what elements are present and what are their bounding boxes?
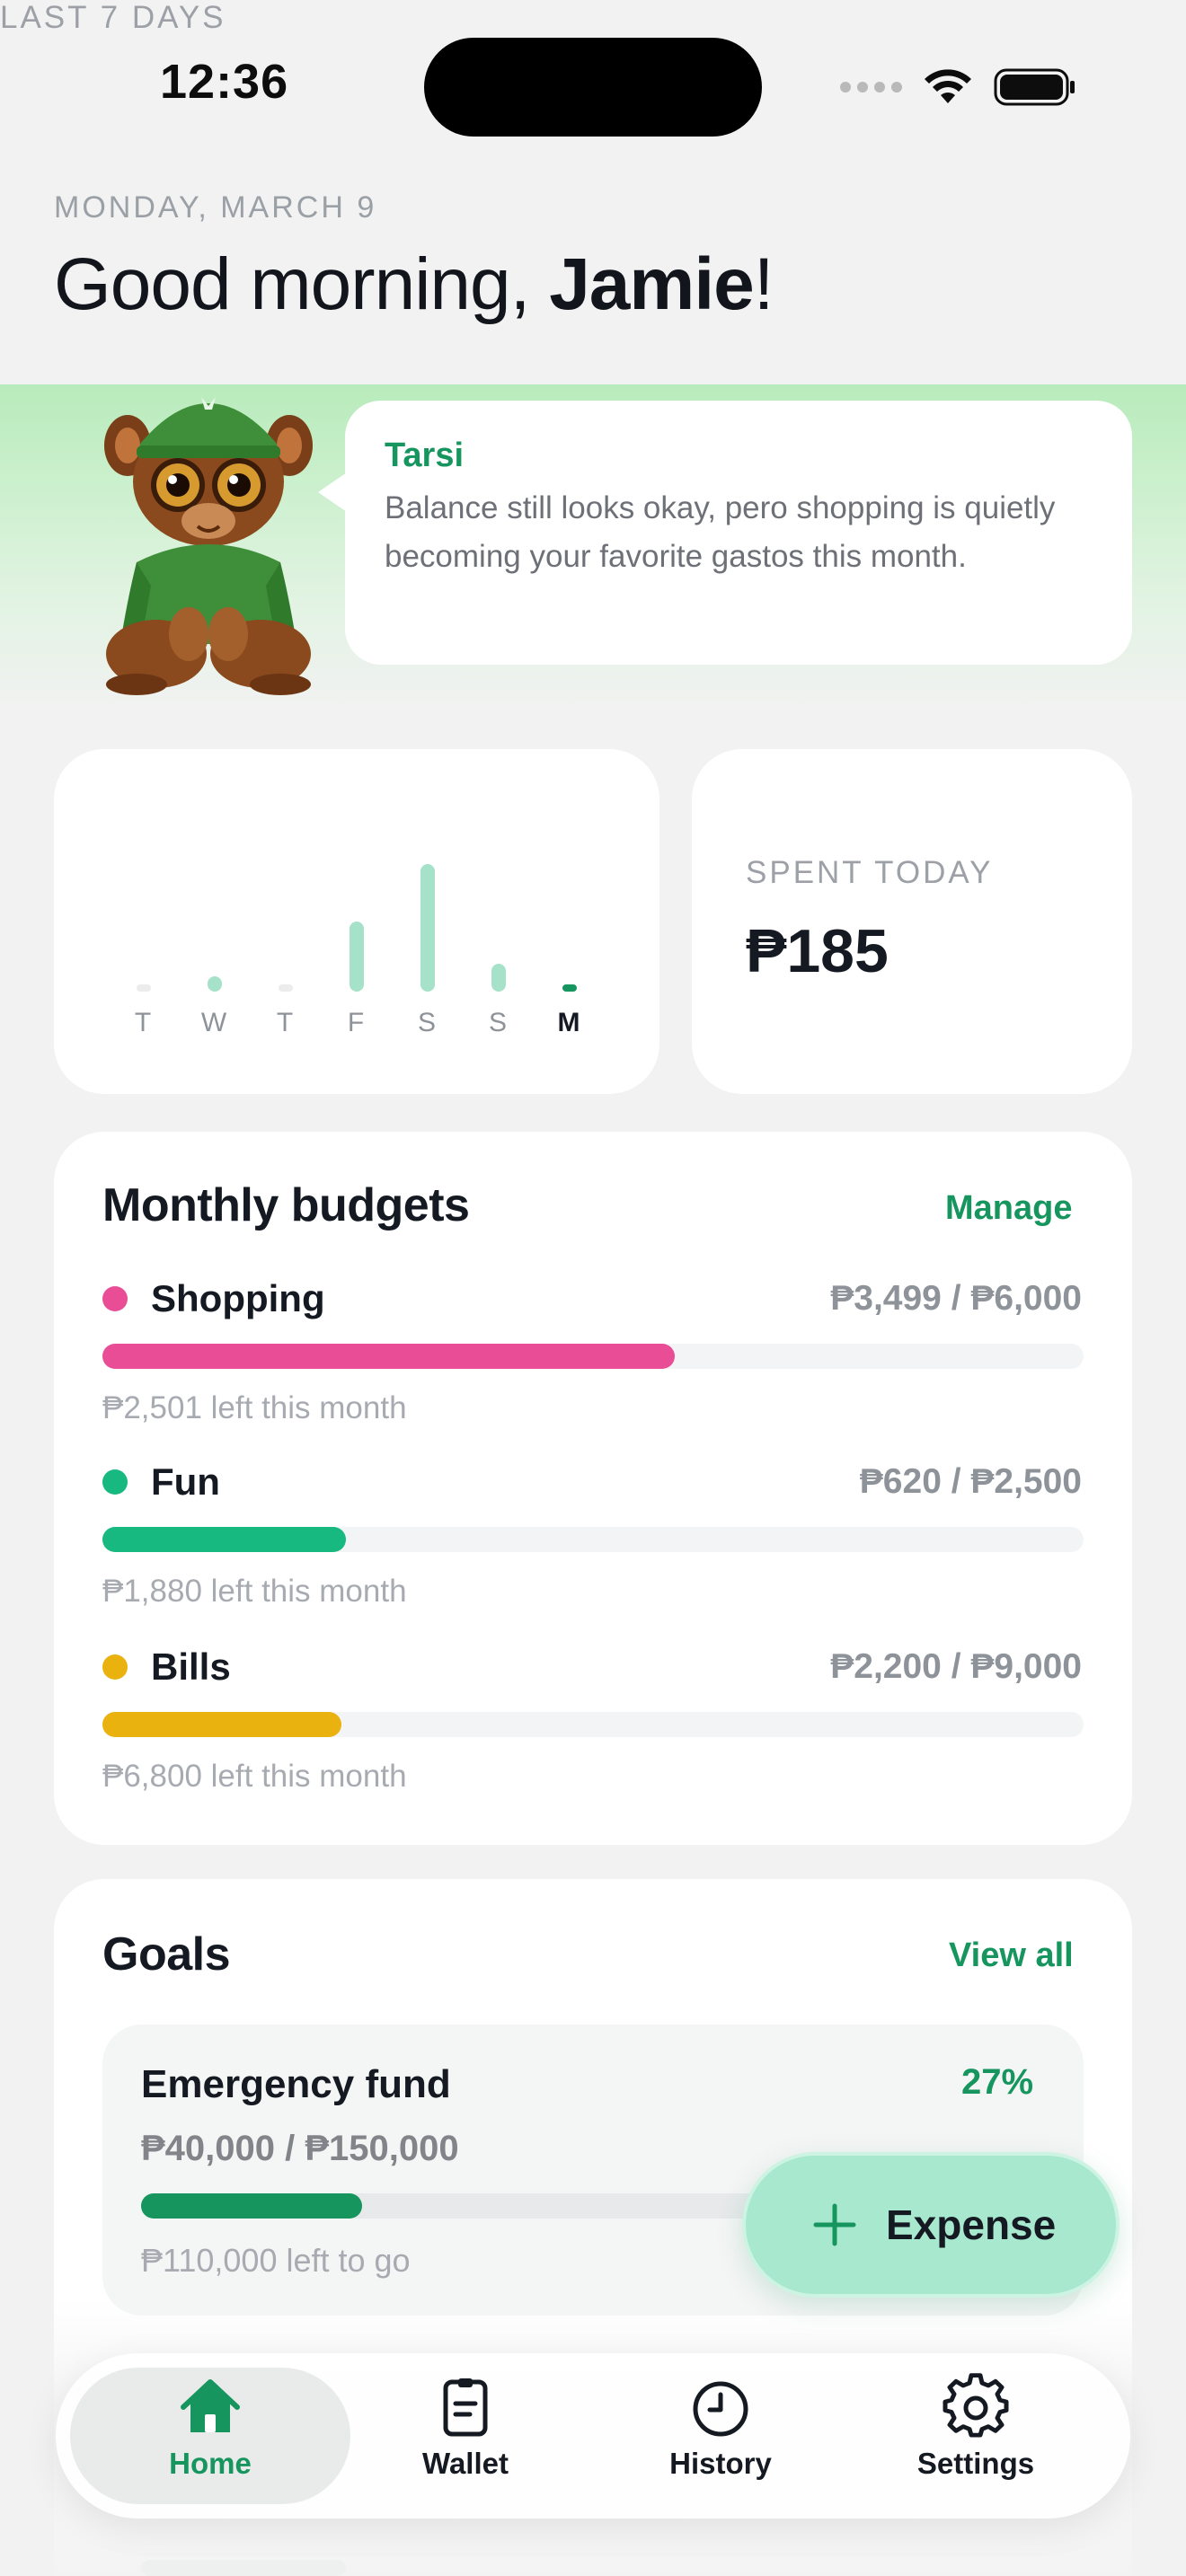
weekly-day-label: T (276, 1008, 296, 1037)
clock-icon (693, 2381, 748, 2437)
weekly-bar (137, 984, 151, 992)
dynamic-island (424, 38, 762, 137)
goal-name: Emergency fund (141, 2062, 451, 2106)
weekly-day-label: S (417, 1008, 438, 1037)
budget-color-dot (102, 1654, 128, 1680)
weekly-bar (350, 922, 364, 992)
add-expense-button[interactable]: Expense (742, 2152, 1120, 2298)
mascot-name: Tarsi (385, 437, 465, 474)
weekly-day-label: F (347, 1008, 367, 1037)
tab-label: Home (169, 2447, 252, 2480)
spent-today-value: ₱185 (746, 917, 889, 985)
budget-color-dot (102, 1286, 128, 1311)
spent-today-label: SPENT TODAY (746, 855, 994, 890)
tab-label: Settings (916, 2447, 1035, 2480)
budget-name: Bills (151, 1645, 231, 1688)
budget-remaining: ₱6,800 left this month (102, 1759, 407, 1794)
budget-color-dot (102, 1469, 128, 1495)
mascot-speech-bubble: Tarsi Balance still looks okay, pero sho… (318, 401, 1132, 665)
budget-remaining: ₱1,880 left this month (102, 1574, 407, 1609)
mascot-message: Balance still looks okay, pero shopping … (385, 490, 1056, 574)
tab-label: History (669, 2447, 772, 2480)
budget-amount: ₱3,499 / ₱6,000 (830, 1279, 1082, 1318)
tab-wallet[interactable]: Wallet (367, 2373, 564, 2499)
goal-progress-fill (141, 2193, 362, 2219)
status-bar: 12:36 (0, 0, 1186, 171)
budget-name: Shopping (151, 1277, 325, 1319)
budget-progress-track (102, 1527, 1084, 1552)
spent-today-card[interactable]: SPENT TODAY ₱185 (692, 749, 1132, 1094)
tab-label: Wallet (422, 2447, 509, 2480)
budget-progress-fill (102, 1712, 342, 1737)
budget-progress-fill (102, 1527, 346, 1552)
tab-history[interactable]: History (622, 2373, 819, 2499)
wallet-icon (443, 2378, 488, 2437)
plus-icon (813, 2203, 856, 2246)
goal-percent: 27% (961, 2062, 1034, 2102)
tab-home[interactable]: Home (111, 2373, 309, 2499)
weekly-bar (208, 976, 222, 992)
home-icon (181, 2379, 240, 2432)
goal-amount: ₱40,000 / ₱150,000 (141, 2129, 459, 2168)
signal-icon (840, 82, 902, 93)
battery-icon (994, 68, 1075, 106)
greeting-prefix: Good morning, (54, 243, 550, 325)
tarsier-mascot-icon (104, 397, 313, 695)
weekly-day-label: W (200, 1008, 229, 1037)
manage-budgets-link[interactable]: Manage (945, 1189, 1073, 1227)
weekly-bar (562, 984, 577, 992)
weekly-bar (279, 984, 293, 992)
weekly-bar (420, 864, 435, 992)
status-indicators (840, 63, 1076, 111)
goal-remaining: ₱110,000 left to go (141, 2242, 411, 2279)
add-expense-label: Expense (886, 2201, 1057, 2248)
date-label: MONDAY, MARCH 9 (54, 190, 377, 225)
tab-bar: Home Wallet History Settings (56, 2353, 1130, 2519)
user-name: Jamie (549, 243, 755, 325)
weekly-bar (491, 964, 506, 992)
budget-progress-track (102, 1344, 1084, 1369)
weekly-day-label: T (134, 1008, 154, 1037)
budget-name: Fun (151, 1460, 220, 1503)
wifi-icon (925, 69, 971, 103)
weekly-day-label: S (488, 1008, 509, 1037)
tab-settings[interactable]: Settings (877, 2373, 1075, 2499)
budgets-title: Monthly budgets (102, 1179, 470, 1231)
budget-amount: ₱620 / ₱2,500 (859, 1462, 1082, 1501)
goals-title: Goals (102, 1928, 231, 1981)
view-all-goals-link[interactable]: View all (949, 1936, 1074, 1974)
weekly-title: LAST 7 DAYS (0, 0, 226, 35)
status-time: 12:36 (160, 55, 289, 109)
budget-amount: ₱2,200 / ₱9,000 (830, 1647, 1082, 1686)
budget-progress-track (102, 1712, 1084, 1737)
budget-progress-fill (102, 1344, 675, 1369)
budget-remaining: ₱2,501 left this month (102, 1390, 407, 1425)
gear-icon (943, 2373, 1009, 2438)
greeting-title: Good morning, Jamie! (54, 243, 774, 327)
weekly-day-label: M (557, 1008, 582, 1037)
greeting-suffix: ! (753, 243, 774, 325)
